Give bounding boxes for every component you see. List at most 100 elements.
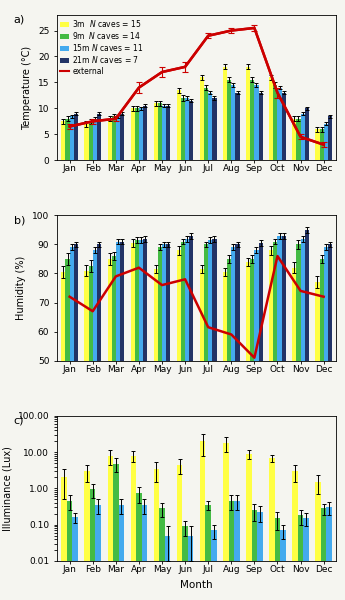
Bar [61, 478, 67, 600]
Bar [228, 501, 234, 600]
Bar [280, 530, 286, 600]
Bar [131, 455, 136, 600]
Bar [158, 103, 162, 160]
Bar [223, 272, 227, 506]
Bar [74, 113, 78, 160]
Bar [135, 240, 139, 506]
Bar [154, 269, 158, 506]
Bar [250, 80, 254, 160]
Bar [252, 510, 257, 600]
Bar [292, 119, 296, 160]
Bar [277, 88, 282, 160]
Bar [235, 244, 240, 506]
Bar [97, 113, 101, 160]
Bar [246, 67, 250, 160]
Bar [303, 518, 309, 600]
Bar [298, 515, 303, 600]
Bar [208, 240, 213, 506]
Bar [315, 282, 319, 506]
Bar [112, 256, 116, 506]
Bar [66, 119, 70, 160]
Bar [305, 109, 309, 160]
Bar [305, 230, 309, 506]
Bar [90, 489, 96, 600]
Bar [162, 106, 166, 160]
Bar [189, 236, 194, 506]
Bar [120, 113, 124, 160]
Bar [250, 259, 254, 506]
Bar [324, 124, 328, 160]
Bar [234, 501, 240, 600]
Bar [319, 129, 324, 160]
Bar [89, 266, 93, 506]
Bar [246, 262, 250, 506]
Bar [108, 119, 112, 160]
Bar [231, 85, 235, 160]
Bar [321, 508, 326, 600]
Bar [269, 77, 273, 160]
Bar [189, 101, 194, 160]
Bar [85, 471, 90, 600]
Bar [74, 244, 78, 506]
Y-axis label: Illuminance (Lux): Illuminance (Lux) [2, 446, 12, 531]
Bar [188, 536, 194, 600]
Bar [185, 98, 189, 160]
Bar [213, 239, 217, 506]
Bar [231, 247, 235, 506]
Bar [139, 240, 143, 506]
Bar [96, 505, 101, 600]
Bar [208, 93, 213, 160]
Bar [258, 243, 263, 506]
Y-axis label: Humidity (%): Humidity (%) [17, 256, 27, 320]
Bar [116, 116, 120, 160]
Bar [143, 239, 147, 506]
Bar [292, 268, 296, 506]
Text: b): b) [13, 215, 25, 226]
Bar [204, 88, 208, 160]
Bar [296, 119, 300, 160]
Bar [269, 250, 273, 506]
Bar [273, 242, 277, 506]
Bar [93, 119, 97, 160]
Bar [328, 244, 332, 506]
Bar [72, 517, 78, 600]
Bar [277, 236, 282, 506]
Bar [282, 236, 286, 506]
Bar [165, 536, 170, 600]
Bar [139, 109, 143, 160]
Bar [70, 247, 74, 506]
Bar [177, 90, 181, 160]
Bar [326, 508, 332, 600]
Bar [108, 455, 113, 600]
Bar [213, 98, 217, 160]
Bar [119, 505, 124, 600]
Bar [200, 77, 204, 160]
Y-axis label: Temperature (°C): Temperature (°C) [22, 46, 32, 130]
Bar [211, 530, 217, 600]
Bar [254, 250, 258, 506]
Bar [159, 508, 165, 600]
Bar [85, 124, 89, 160]
Bar [254, 85, 258, 160]
Bar [67, 501, 72, 600]
Bar [70, 116, 74, 160]
Bar [166, 106, 170, 160]
Bar [257, 512, 263, 600]
Bar [328, 116, 332, 160]
Bar [61, 121, 66, 160]
Bar [258, 93, 263, 160]
Bar [108, 259, 112, 506]
Bar [112, 116, 116, 160]
Bar [269, 458, 275, 600]
Bar [319, 259, 324, 506]
Bar [181, 242, 185, 506]
Bar [61, 272, 66, 506]
Bar [227, 259, 231, 506]
Bar [177, 464, 182, 600]
Bar [227, 80, 231, 160]
Bar [235, 93, 240, 160]
Bar [131, 109, 135, 160]
X-axis label: Month: Month [180, 580, 213, 590]
Bar [315, 482, 321, 600]
Bar [116, 242, 120, 506]
